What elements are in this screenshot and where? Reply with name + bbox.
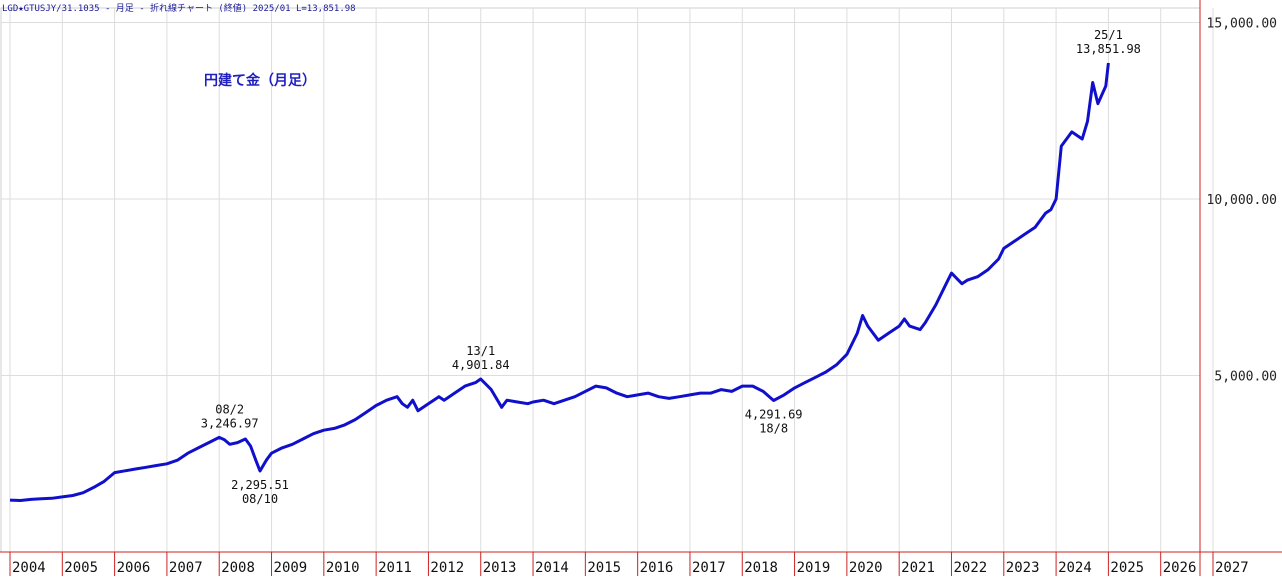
x-tick-label: 2005: [64, 560, 98, 576]
chart-header-text: LGD★GTUSJY/31.1035 - 月足 - 折れ線チャート (終値) 2…: [2, 4, 356, 14]
x-tick-label: 2010: [326, 560, 360, 576]
annotation-label: 4,291.69: [745, 408, 803, 422]
x-tick-label: 2007: [169, 560, 203, 576]
x-tick-label: 2009: [274, 560, 308, 576]
x-tick-label: 2011: [378, 560, 412, 576]
annotation-label: 3,246.97: [201, 416, 259, 430]
annotation-label: 13/1: [466, 344, 495, 358]
x-tick-label: 2008: [221, 560, 255, 576]
plot-area: [0, 7, 1201, 553]
annotation-label: 2,295.51: [231, 478, 289, 492]
x-tick-label: 2014: [535, 560, 569, 576]
annotation-label: 4,901.84: [452, 358, 510, 372]
x-tick-label: 2022: [953, 560, 987, 576]
annotation-label: 18/8: [759, 422, 788, 436]
annotation-label: 25/1: [1094, 28, 1123, 42]
x-tick-label: 2018: [744, 560, 778, 576]
x-tick-label: 2025: [1110, 560, 1144, 576]
x-tick-label: 2026: [1163, 560, 1197, 576]
y-tick-label: 5,000.00: [1214, 370, 1277, 385]
annotation-label: 13,851.98: [1076, 42, 1141, 56]
x-tick-label: 2015: [587, 560, 621, 576]
x-tick-label: 2012: [430, 560, 464, 576]
x-tick-label: 2017: [692, 560, 726, 576]
y-tick-label: 10,000.00: [1207, 193, 1277, 208]
x-tick-label: 2013: [483, 560, 517, 576]
chart-title: 円建て金（月足）: [204, 73, 316, 89]
x-tick-label: 2020: [849, 560, 883, 576]
price-line: [9, 62, 1110, 502]
line-layer: [9, 62, 1110, 502]
annotation-label: 08/2: [215, 402, 244, 416]
annotation-label: 08/10: [242, 492, 278, 506]
x-tick-label: 2023: [1006, 560, 1040, 576]
x-tick-label: 2024: [1058, 560, 1092, 576]
x-tick-label: 2016: [640, 560, 674, 576]
x-tick-label: 2019: [797, 560, 831, 576]
x-tick-label: 2027: [1215, 560, 1249, 576]
x-tick-label: 2021: [901, 560, 935, 576]
grid-layer: [1, 8, 1214, 552]
x-tick-label: 2006: [117, 560, 151, 576]
x-tick-label: 2004: [12, 560, 46, 576]
y-tick-label: 15,000.00: [1207, 17, 1277, 32]
